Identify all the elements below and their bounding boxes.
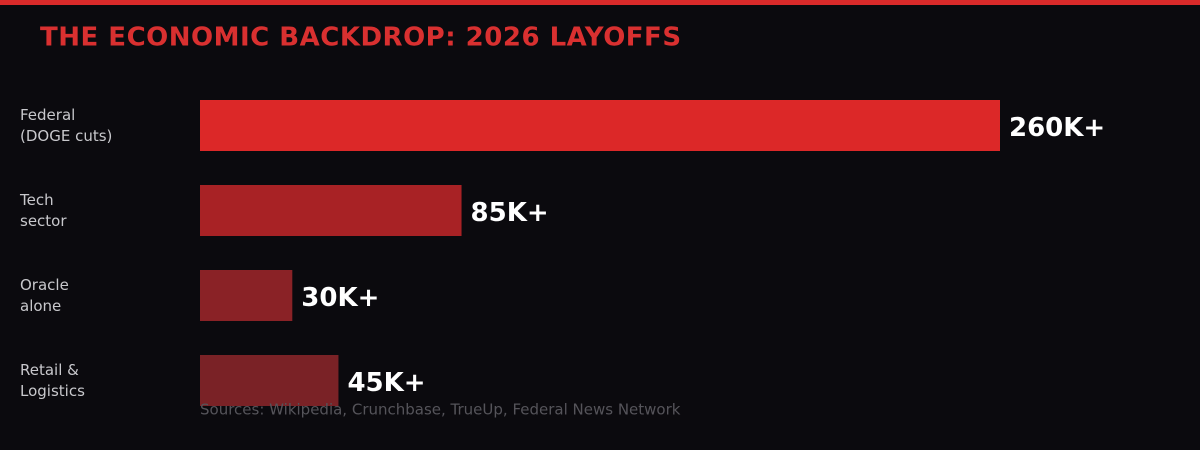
bar	[200, 185, 462, 236]
bar	[200, 100, 1000, 151]
chart-title: THE ECONOMIC BACKDROP: 2026 LAYOFFS	[40, 23, 682, 53]
category-label: Retail & Logistics	[20, 361, 85, 400]
bars: Federal (DOGE cuts) 260K+ Tech sector 85K+ Ora…	[19, 100, 1105, 406]
source-note: Sources: Wikipedia, Crunchbase, TrueUp, …	[200, 401, 681, 419]
bar	[200, 270, 293, 321]
value-label: 260K+	[1009, 113, 1105, 143]
value-label: 45K+	[347, 368, 425, 398]
value-label: 30K+	[301, 283, 379, 313]
category-label: Tech sector	[19, 191, 67, 230]
category-label: Federal (DOGE cuts)	[20, 106, 112, 145]
category-label: Oracle alone	[20, 276, 69, 315]
value-label: 85K+	[471, 198, 549, 228]
bar	[200, 355, 339, 406]
top-accent	[0, 0, 1200, 5]
